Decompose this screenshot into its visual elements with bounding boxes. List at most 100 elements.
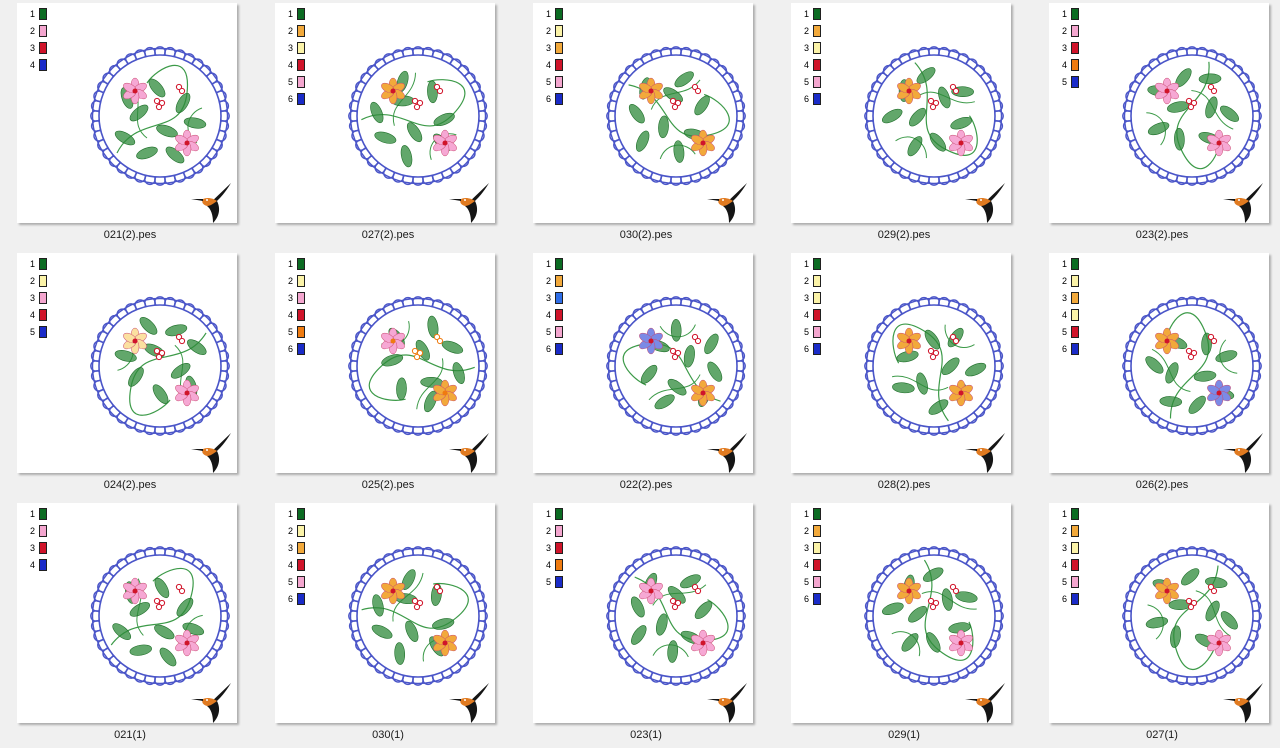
thread-color-box (555, 76, 563, 88)
embroidery-design (345, 43, 491, 189)
thread-number: 3 (1061, 543, 1067, 553)
thread-color-swatch: 1 (27, 257, 51, 274)
thread-color-swatch: 5 (543, 75, 567, 92)
file-name-label[interactable]: 023(1) (630, 729, 662, 741)
thread-color-box (297, 343, 305, 355)
file-name-label[interactable]: 022(2).pes (619, 479, 673, 491)
embroidery-preview[interactable]: 1 2 3 4 5 6 (533, 3, 753, 223)
embroidery-design (861, 293, 1007, 439)
thread-color-list: 1 2 3 4 (27, 507, 51, 575)
embroidery-preview[interactable]: 1 2 3 4 (17, 3, 237, 223)
file-name-label[interactable]: 024(2).pes (103, 479, 157, 491)
thread-color-swatch: 3 (801, 541, 825, 558)
thread-color-box (1071, 292, 1079, 304)
file-thumbnail[interactable]: 1 2 3 4 021(2).pes (1, 0, 259, 248)
thread-number: 2 (29, 276, 35, 286)
thread-color-swatch: 3 (285, 291, 309, 308)
file-name-label[interactable]: 029(2).pes (877, 229, 931, 241)
file-thumbnail[interactable]: 1 2 3 4 5 6 028(2).pes (775, 250, 1033, 498)
file-name-label[interactable]: 023(2).pes (1135, 229, 1189, 241)
thread-color-swatch: 1 (285, 7, 309, 24)
file-thumbnail[interactable]: 1 2 3 4 5 023(1) (517, 500, 775, 748)
file-thumbnail[interactable]: 1 2 3 4 021(1) (1, 500, 259, 748)
thread-color-swatch: 6 (285, 342, 309, 359)
thread-color-swatch: 2 (1059, 24, 1083, 41)
thread-color-box (297, 258, 305, 270)
file-name-label[interactable]: 030(1) (372, 729, 404, 741)
file-thumbnail[interactable]: 1 2 3 4 5 6 025(2).pes (259, 250, 517, 498)
thread-number: 4 (803, 60, 809, 70)
embroidery-preview[interactable]: 1 2 3 4 5 6 (791, 3, 1011, 223)
file-name-label[interactable]: 025(2).pes (361, 479, 415, 491)
thread-color-swatch: 1 (1059, 7, 1083, 24)
file-name-label[interactable]: 027(2).pes (361, 229, 415, 241)
thread-number: 6 (287, 344, 293, 354)
thread-number: 1 (287, 9, 293, 19)
thread-number: 2 (545, 26, 551, 36)
thread-number: 4 (287, 60, 293, 70)
file-thumbnail[interactable]: 1 2 3 4 5 6 030(2).pes (517, 0, 775, 248)
thread-color-box (555, 93, 563, 105)
thread-color-swatch: 6 (801, 592, 825, 609)
thread-number: 2 (803, 526, 809, 536)
thread-color-list: 1 2 3 4 5 6 (285, 507, 309, 609)
file-thumbnail[interactable]: 1 2 3 4 5 6 029(1) (775, 500, 1033, 748)
thread-color-box (39, 258, 47, 270)
embroidery-design (87, 43, 233, 189)
thread-number: 4 (1061, 310, 1067, 320)
file-name-label[interactable]: 030(2).pes (619, 229, 673, 241)
thread-color-box (39, 59, 47, 71)
file-thumbnail[interactable]: 1 2 3 4 5 024(2).pes (1, 250, 259, 498)
file-name-label[interactable]: 021(1) (114, 729, 146, 741)
thread-color-swatch: 5 (801, 575, 825, 592)
thread-color-swatch: 5 (543, 575, 567, 592)
embroidery-preview[interactable]: 1 2 3 4 5 6 (1049, 503, 1269, 723)
thread-number: 6 (545, 344, 551, 354)
thread-color-swatch: 5 (1059, 75, 1083, 92)
embroidery-preview[interactable]: 1 2 3 4 (17, 503, 237, 723)
thread-number: 2 (803, 26, 809, 36)
file-name-label[interactable]: 028(2).pes (877, 479, 931, 491)
thread-number: 3 (29, 43, 35, 53)
thread-number: 1 (803, 509, 809, 519)
file-name-label[interactable]: 029(1) (888, 729, 920, 741)
thread-color-swatch: 3 (1059, 41, 1083, 58)
file-thumbnail[interactable]: 1 2 3 4 5 6 022(2).pes (517, 250, 775, 498)
thread-color-box (813, 576, 821, 588)
file-thumbnail[interactable]: 1 2 3 4 5 6 027(2).pes (259, 0, 517, 248)
file-name-label[interactable]: 027(1) (1146, 729, 1178, 741)
file-thumbnail[interactable]: 1 2 3 4 5 023(2).pes (1033, 0, 1280, 248)
thread-color-swatch: 3 (543, 291, 567, 308)
embroidery-design (1119, 543, 1265, 689)
thread-color-swatch: 2 (543, 524, 567, 541)
embroidery-preview[interactable]: 1 2 3 4 5 6 (275, 3, 495, 223)
embroidery-preview[interactable]: 1 2 3 4 5 (1049, 3, 1269, 223)
thread-number: 1 (29, 9, 35, 19)
embroidery-preview[interactable]: 1 2 3 4 5 6 (1049, 253, 1269, 473)
embroidery-preview[interactable]: 1 2 3 4 5 6 (533, 253, 753, 473)
thread-color-swatch: 6 (543, 92, 567, 109)
thread-number: 1 (545, 509, 551, 519)
embroidery-preview[interactable]: 1 2 3 4 5 (533, 503, 753, 723)
thread-color-swatch: 4 (27, 308, 51, 325)
embroidery-design (1119, 43, 1265, 189)
file-thumbnail[interactable]: 1 2 3 4 5 6 027(1) (1033, 500, 1280, 748)
embroidery-preview[interactable]: 1 2 3 4 5 6 (791, 503, 1011, 723)
file-thumbnail[interactable]: 1 2 3 4 5 6 029(2).pes (775, 0, 1033, 248)
thread-color-swatch: 3 (1059, 541, 1083, 558)
file-name-label[interactable]: 021(2).pes (103, 229, 157, 241)
thread-color-list: 1 2 3 4 5 6 (801, 507, 825, 609)
thread-color-swatch: 2 (285, 24, 309, 41)
thread-number: 5 (287, 77, 293, 87)
thread-color-box (297, 275, 305, 287)
embroidery-preview[interactable]: 1 2 3 4 5 (17, 253, 237, 473)
thread-color-box (555, 292, 563, 304)
file-name-label[interactable]: 026(2).pes (1135, 479, 1189, 491)
file-thumbnail[interactable]: 1 2 3 4 5 6 030(1) (259, 500, 517, 748)
thread-number: 5 (803, 577, 809, 587)
thread-number: 5 (545, 327, 551, 337)
embroidery-preview[interactable]: 1 2 3 4 5 6 (275, 503, 495, 723)
file-thumbnail[interactable]: 1 2 3 4 5 6 026(2).pes (1033, 250, 1280, 498)
embroidery-preview[interactable]: 1 2 3 4 5 6 (791, 253, 1011, 473)
embroidery-preview[interactable]: 1 2 3 4 5 6 (275, 253, 495, 473)
